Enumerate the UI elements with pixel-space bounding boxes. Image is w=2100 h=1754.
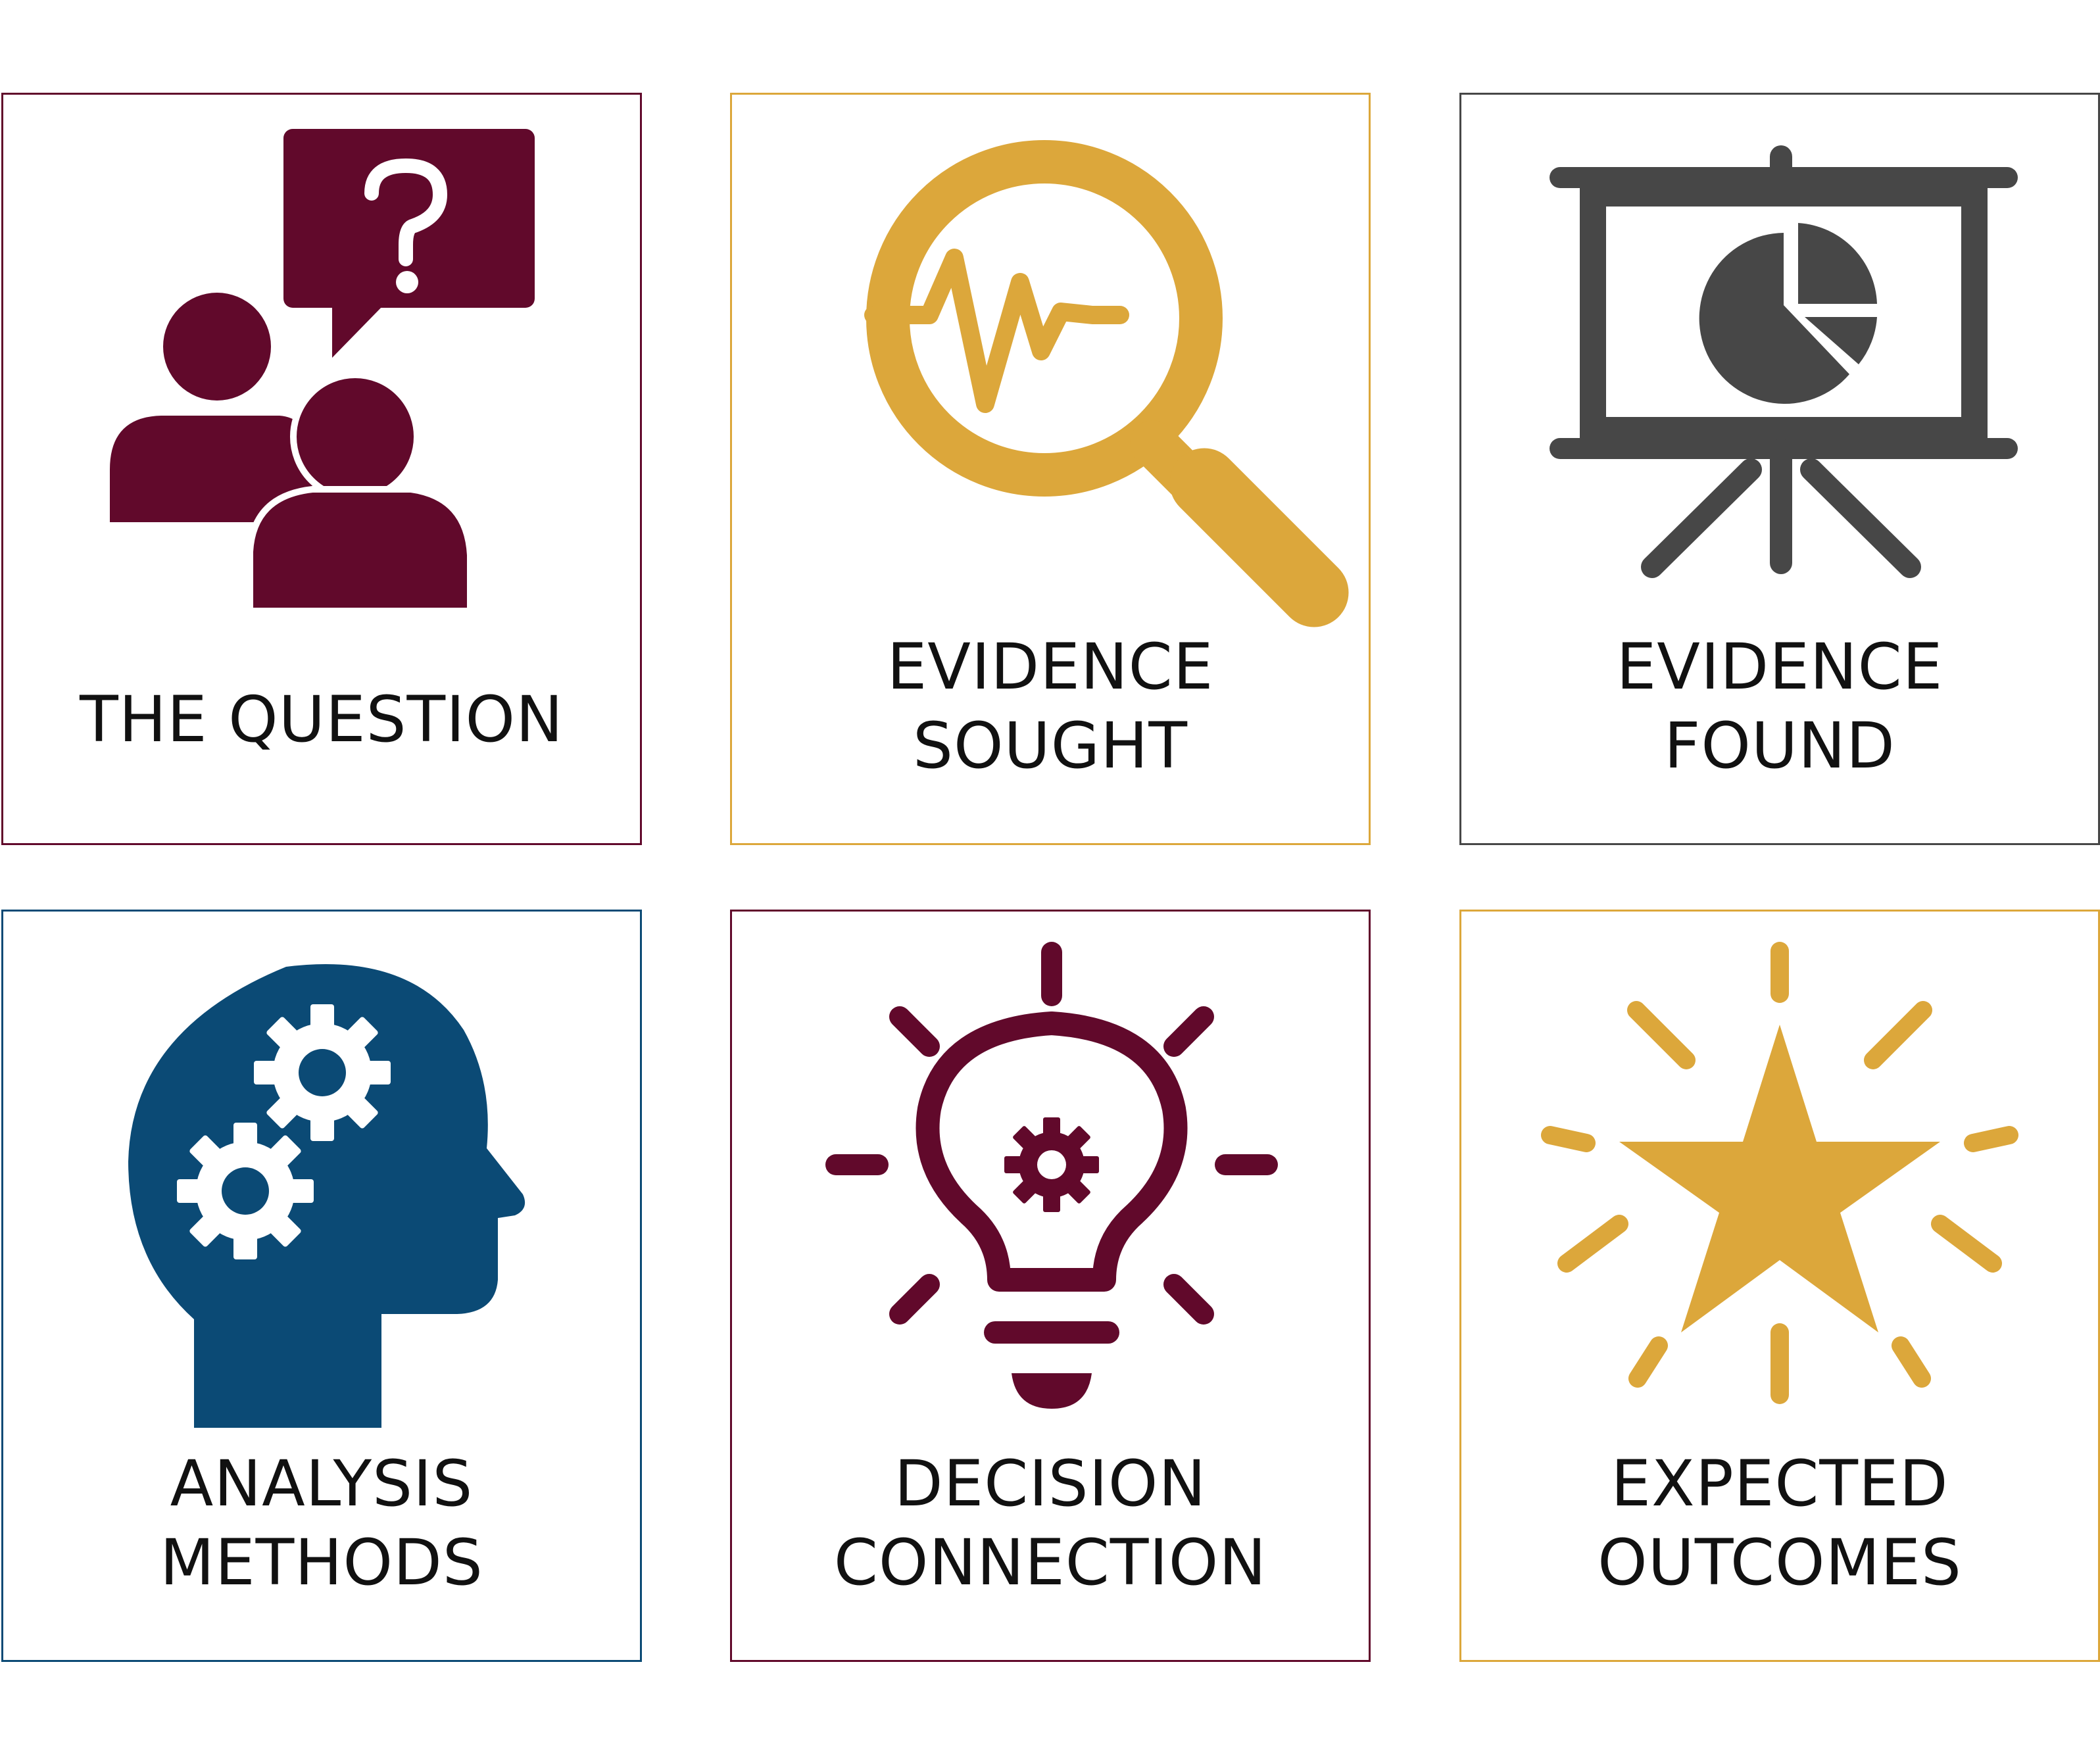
card-label: EVIDENCE SOUGHT <box>732 608 1369 805</box>
card-label-line1: EVIDENCE <box>887 630 1214 704</box>
card-label: THE QUESTION <box>3 621 640 818</box>
card-label-line2: FOUND <box>1664 709 1895 783</box>
magnifier-pulse-icon <box>864 140 1349 627</box>
card-label: DECISION CONNECTION <box>732 1425 1369 1622</box>
card-label-line1: ANALYSIS <box>170 1447 474 1521</box>
lightbulb-gear-icon <box>825 942 1278 1409</box>
card-evidence-found: EVIDENCE FOUND <box>1459 93 2100 845</box>
card-the-question: THE QUESTION <box>1 93 642 845</box>
card-label-line2: METHODS <box>160 1526 483 1599</box>
card-label: EVIDENCE FOUND <box>1461 608 2098 805</box>
question-people-icon <box>110 129 535 614</box>
card-label-line1: THE QUESTION <box>80 683 564 756</box>
head-gears-icon <box>128 964 525 1428</box>
card-expected-outcomes: EXPECTED OUTCOMES <box>1459 910 2100 1662</box>
card-label-line2: OUTCOMES <box>1598 1526 1962 1599</box>
card-label-line2: SOUGHT <box>913 709 1188 783</box>
card-evidence-sought: EVIDENCE SOUGHT <box>730 93 1371 845</box>
shining-star-icon <box>1541 942 2018 1404</box>
card-label: EXPECTED OUTCOMES <box>1461 1425 2098 1622</box>
card-analysis-methods: ANALYSIS METHODS <box>1 910 642 1662</box>
card-label: ANALYSIS METHODS <box>3 1425 640 1622</box>
card-label-line1: EXPECTED <box>1611 1447 1949 1521</box>
card-label-line1: DECISION <box>894 1447 1207 1521</box>
card-label-line2: CONNECTION <box>833 1526 1267 1599</box>
card-label-line1: EVIDENCE <box>1616 630 1943 704</box>
card-decision-connection: DECISION CONNECTION <box>730 910 1371 1662</box>
presentation-pie-chart-icon <box>1550 145 2018 578</box>
